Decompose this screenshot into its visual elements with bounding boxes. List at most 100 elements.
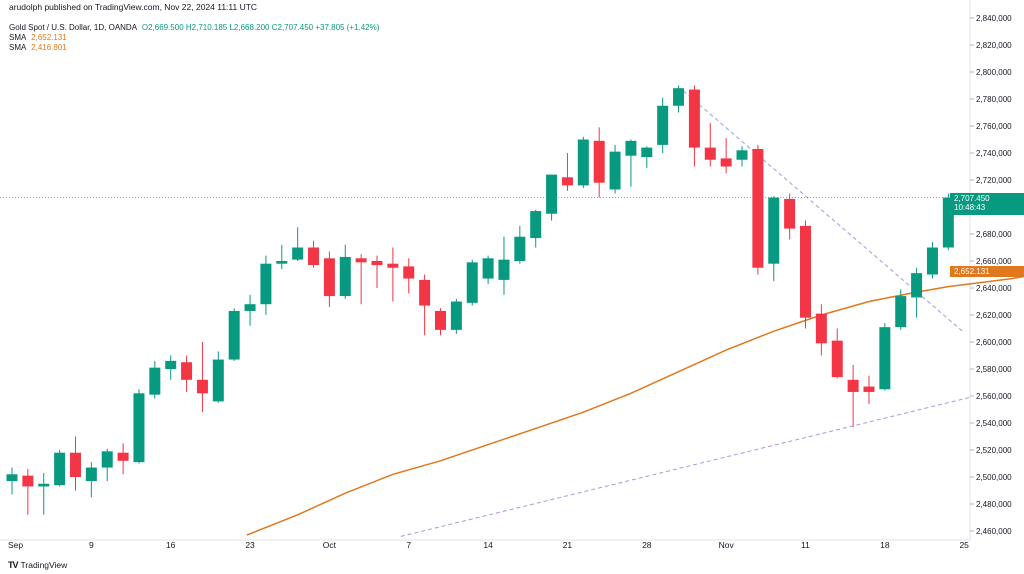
candle-body bbox=[641, 147, 653, 158]
y-tick-label: 2,680,000 bbox=[976, 230, 1012, 239]
candle-body bbox=[450, 301, 462, 330]
y-tick-label: 2,720,000 bbox=[976, 176, 1012, 185]
y-tick-label: 2,840,000 bbox=[976, 14, 1012, 23]
candle-body bbox=[895, 296, 907, 328]
candle-body bbox=[22, 475, 34, 487]
symbol-line: Gold Spot / U.S. Dollar, 1D, OANDA O2,66… bbox=[9, 23, 379, 33]
candle-body bbox=[657, 105, 669, 145]
y-tick-label: 2,660,000 bbox=[976, 257, 1012, 266]
candle-body bbox=[863, 386, 875, 392]
candle-body bbox=[308, 247, 320, 266]
sma1-label: SMA bbox=[9, 33, 26, 42]
candle-body bbox=[387, 263, 399, 268]
sma-line bbox=[246, 275, 1024, 536]
sma2-legend[interactable]: SMA 2,416.801 bbox=[9, 43, 67, 53]
support-trendline bbox=[400, 396, 971, 537]
candle-body bbox=[434, 310, 446, 330]
candle-body bbox=[831, 340, 843, 378]
candle-body bbox=[69, 452, 81, 477]
candle-body bbox=[609, 151, 621, 190]
x-tick-label: 9 bbox=[89, 540, 94, 550]
sma2-label: SMA bbox=[9, 43, 26, 52]
candle-body bbox=[85, 467, 97, 482]
candle-body bbox=[355, 258, 367, 263]
y-tick-label: 2,740,000 bbox=[976, 149, 1012, 158]
candle-body bbox=[244, 304, 256, 311]
y-tick-label: 2,560,000 bbox=[976, 392, 1012, 401]
publisher-line: arudolph published on TradingView.com, N… bbox=[9, 2, 258, 12]
candle-body bbox=[768, 197, 780, 264]
candle-body bbox=[688, 89, 700, 148]
ohlc-values: O2,669.500 H2,710.185 L2,668.200 C2,707.… bbox=[141, 23, 380, 32]
candle-body bbox=[165, 360, 177, 369]
y-tick-label: 2,620,000 bbox=[976, 311, 1012, 320]
candle-body bbox=[800, 225, 811, 318]
candle-body bbox=[815, 313, 827, 344]
candle-body bbox=[292, 247, 304, 260]
candle-body bbox=[371, 261, 383, 266]
candle-body bbox=[942, 197, 954, 248]
x-tick-label: 18 bbox=[880, 540, 890, 550]
sma-price-tag: 2,652.131 bbox=[950, 266, 1024, 277]
candle-body bbox=[133, 393, 145, 463]
candle-body bbox=[514, 236, 526, 261]
candle-body bbox=[593, 140, 605, 183]
candle-body bbox=[752, 148, 764, 268]
sma1-value: 2,652.131 bbox=[31, 33, 67, 42]
y-tick-label: 2,500,000 bbox=[976, 473, 1012, 482]
y-tick-label: 2,460,000 bbox=[976, 527, 1012, 536]
candle-body bbox=[54, 452, 66, 486]
x-tick-label: 16 bbox=[166, 540, 176, 550]
candle-body bbox=[784, 198, 796, 229]
candle-body bbox=[926, 247, 938, 275]
sma1-legend[interactable]: SMA 2,652.131 bbox=[9, 33, 67, 43]
y-tick-label: 2,640,000 bbox=[976, 284, 1012, 293]
candle-body bbox=[720, 158, 732, 167]
last-price-value: 2,707.450 bbox=[954, 194, 990, 203]
candle-body bbox=[196, 379, 208, 394]
footer-brand[interactable]: TV TradingView bbox=[8, 560, 67, 570]
candle-body bbox=[577, 139, 589, 186]
candle-body bbox=[704, 147, 716, 160]
candle-body bbox=[847, 379, 859, 392]
x-tick-label: 25 bbox=[959, 540, 969, 550]
x-tick-label: 7 bbox=[406, 540, 411, 550]
x-tick-label: Nov bbox=[719, 540, 735, 550]
candle-body bbox=[498, 259, 510, 280]
candle-body bbox=[212, 359, 224, 402]
y-tick-label: 2,580,000 bbox=[976, 365, 1012, 374]
candle-body bbox=[736, 150, 748, 160]
candle-body bbox=[403, 266, 415, 279]
candle-body bbox=[6, 474, 18, 482]
x-tick-label: 23 bbox=[245, 540, 255, 550]
x-tick-label: Sep bbox=[8, 540, 23, 550]
brand-name: TradingView bbox=[20, 560, 68, 570]
candle-body bbox=[546, 174, 558, 214]
candle-body bbox=[101, 451, 113, 468]
y-tick-label: 2,480,000 bbox=[976, 500, 1012, 509]
x-tick-label: 28 bbox=[642, 540, 652, 550]
candle-body bbox=[879, 327, 891, 390]
candle-body bbox=[276, 261, 288, 264]
candle-body bbox=[181, 362, 193, 380]
candle-body bbox=[228, 310, 240, 360]
x-tick-label: Oct bbox=[323, 540, 337, 550]
candle-body bbox=[625, 140, 637, 156]
y-tick-label: 2,800,000 bbox=[976, 68, 1012, 77]
x-tick-label: 11 bbox=[801, 540, 810, 550]
candle-body bbox=[339, 256, 351, 297]
y-tick-label: 2,540,000 bbox=[976, 419, 1012, 428]
candle-body bbox=[530, 211, 542, 239]
last-price-tag: 2,707.450 10:48:43 bbox=[950, 193, 1024, 215]
x-tick-label: 14 bbox=[483, 540, 493, 550]
candle-body bbox=[466, 262, 478, 303]
candle-body bbox=[323, 258, 335, 297]
bar-countdown: 10:48:43 bbox=[954, 203, 986, 212]
y-tick-label: 2,820,000 bbox=[976, 41, 1012, 50]
candle-body bbox=[260, 263, 272, 305]
candle-body bbox=[38, 483, 50, 487]
y-tick-label: 2,600,000 bbox=[976, 338, 1012, 347]
candle-body bbox=[149, 367, 161, 395]
y-tick-label: 2,780,000 bbox=[976, 95, 1012, 104]
